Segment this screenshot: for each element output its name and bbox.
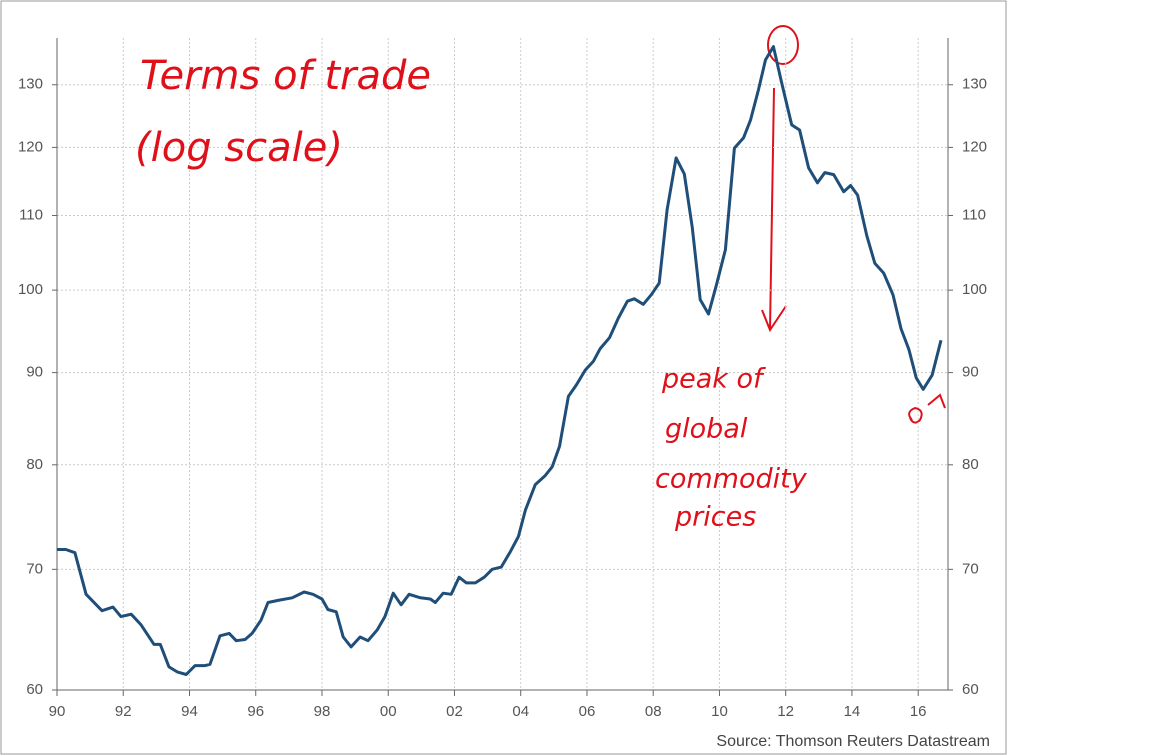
source-note: Source: Thomson Reuters Datastream [716,733,990,750]
y-tick-label: 80 [26,456,43,473]
annotation: commodity [655,464,808,495]
x-tick-label: 08 [645,703,662,720]
y2-tick-label: 80 [962,456,979,473]
y-tick-label: 90 [26,364,43,381]
y-tick-label: 120 [18,138,43,155]
x-tick-label: 98 [314,703,331,720]
x-tick-label: 00 [380,703,397,720]
chart-frame [0,0,1007,755]
y2-tick-label: 110 [962,206,986,223]
x-tick-label: 92 [115,703,132,720]
y2-tick-label: 120 [962,138,987,155]
annotation: peak of [661,364,766,395]
x-tick-label: 12 [777,703,794,720]
annotation: global [665,414,748,445]
x-tick-label: 96 [247,703,264,720]
x-tick-label: 10 [711,703,728,720]
x-tick-label: 16 [910,703,927,720]
x-tick-label: 14 [844,703,861,720]
y-tick-label: 60 [26,681,43,698]
y-tick-label: 100 [18,281,43,298]
y2-tick-label: 70 [962,560,979,577]
y2-tick-label: 90 [962,364,979,381]
x-tick-label: 94 [181,703,198,720]
data-line [57,45,943,676]
x-tick-label: 90 [49,703,66,720]
y-tick-label: 130 [18,76,43,93]
annotation: prices [674,502,756,533]
annotation: (log scale) [135,125,343,171]
x-tick-label: 02 [446,703,463,720]
y-tick-label: 110 [19,206,43,223]
y-tick-label: 70 [26,560,43,577]
x-tick-label: 04 [512,703,529,720]
x-tick-label: 06 [579,703,596,720]
annotation: Terms of trade [140,53,431,99]
y2-tick-label: 100 [962,281,987,298]
y2-tick-label: 60 [962,681,979,698]
y2-tick-label: 130 [962,76,987,93]
